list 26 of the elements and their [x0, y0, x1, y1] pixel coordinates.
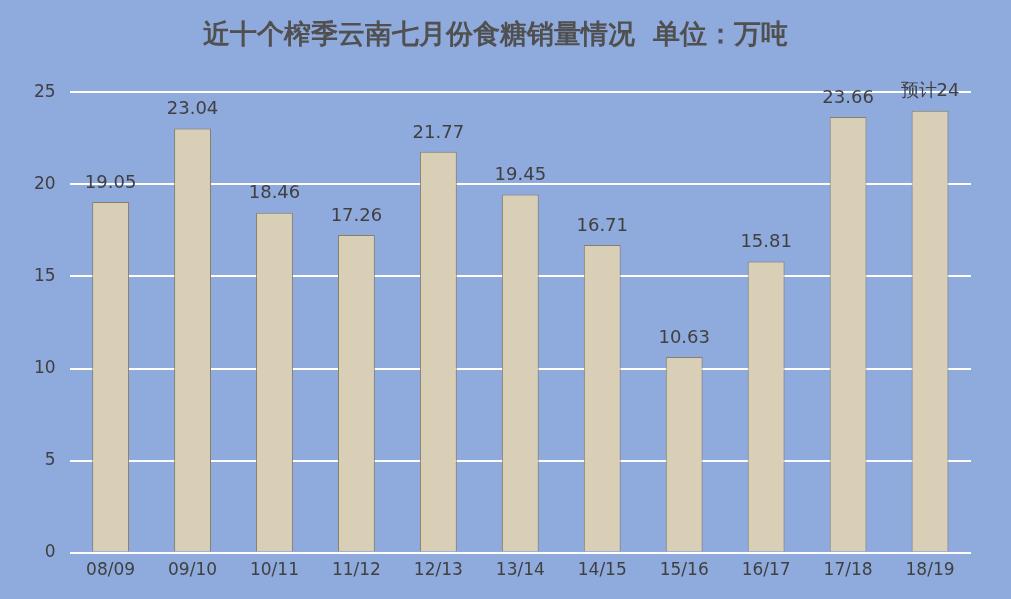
x-tick-label: 11/12: [331, 559, 381, 580]
x-tick-label: 18/19: [905, 559, 955, 580]
x-tick-label: 13/14: [495, 559, 545, 580]
x-tick-label: 09/10: [168, 559, 218, 580]
x-tick-label: 14/15: [577, 559, 627, 580]
data-label: 23.04: [166, 97, 219, 119]
data-label: 19.45: [494, 163, 547, 185]
x-tick-label: 16/17: [741, 559, 791, 580]
data-label: 21.77: [412, 120, 465, 142]
x-tick-label: 17/18: [823, 559, 873, 580]
chart-title: 近十个榨季云南七月份食糖销量情况 单位：万吨: [202, 18, 789, 50]
data-label: 10.63: [658, 325, 710, 347]
data-label: 18.46: [248, 181, 301, 203]
y-tick-label: 15: [33, 264, 56, 285]
x-tick-label: 08/09: [86, 559, 136, 580]
x-tick-label: 12/13: [413, 559, 463, 580]
y-tick-label: 5: [44, 448, 56, 469]
data-label: 17.26: [330, 203, 383, 225]
x-tick-label: 15/16: [659, 559, 709, 580]
y-tick-label: 0: [44, 541, 56, 562]
data-label: 15.81: [740, 230, 792, 252]
data-label: 16.71: [576, 213, 629, 235]
y-tick-label: 25: [33, 80, 56, 101]
y-tick-label: 10: [33, 356, 56, 377]
y-tick-label: 20: [33, 172, 56, 193]
x-tick-label: 10/11: [249, 559, 299, 580]
